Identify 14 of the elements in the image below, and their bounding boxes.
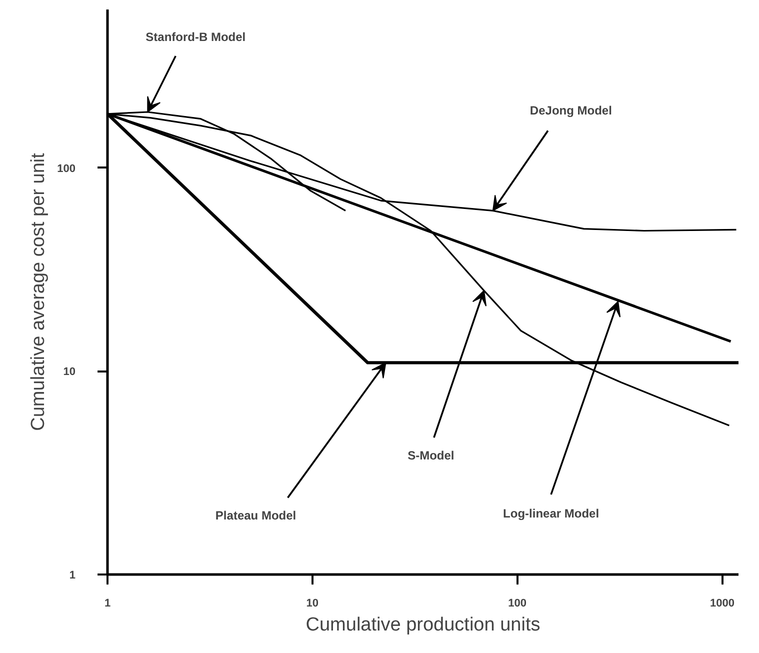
annotation: S-Model [408, 448, 454, 463]
annotation: DeJong Model [530, 104, 612, 118]
y-tick-label: 10 [63, 366, 76, 378]
annotation: Plateau Model [215, 508, 296, 523]
y-tick-label: 1 [69, 570, 76, 582]
x-tick-label: 1000 [710, 598, 735, 610]
x-tick-label: 10 [306, 598, 319, 610]
x-tick-label: 1 [104, 598, 111, 610]
annotation: Stanford-B Model [146, 30, 246, 44]
x-axis-title: Cumulative production units [306, 614, 540, 636]
annotation: Log-linear Model [503, 506, 600, 520]
y-tick-label: 100 [57, 162, 76, 175]
x-tick-label: 100 [508, 598, 527, 610]
y-axis-title: Cumulative average cost per unit [28, 152, 50, 431]
